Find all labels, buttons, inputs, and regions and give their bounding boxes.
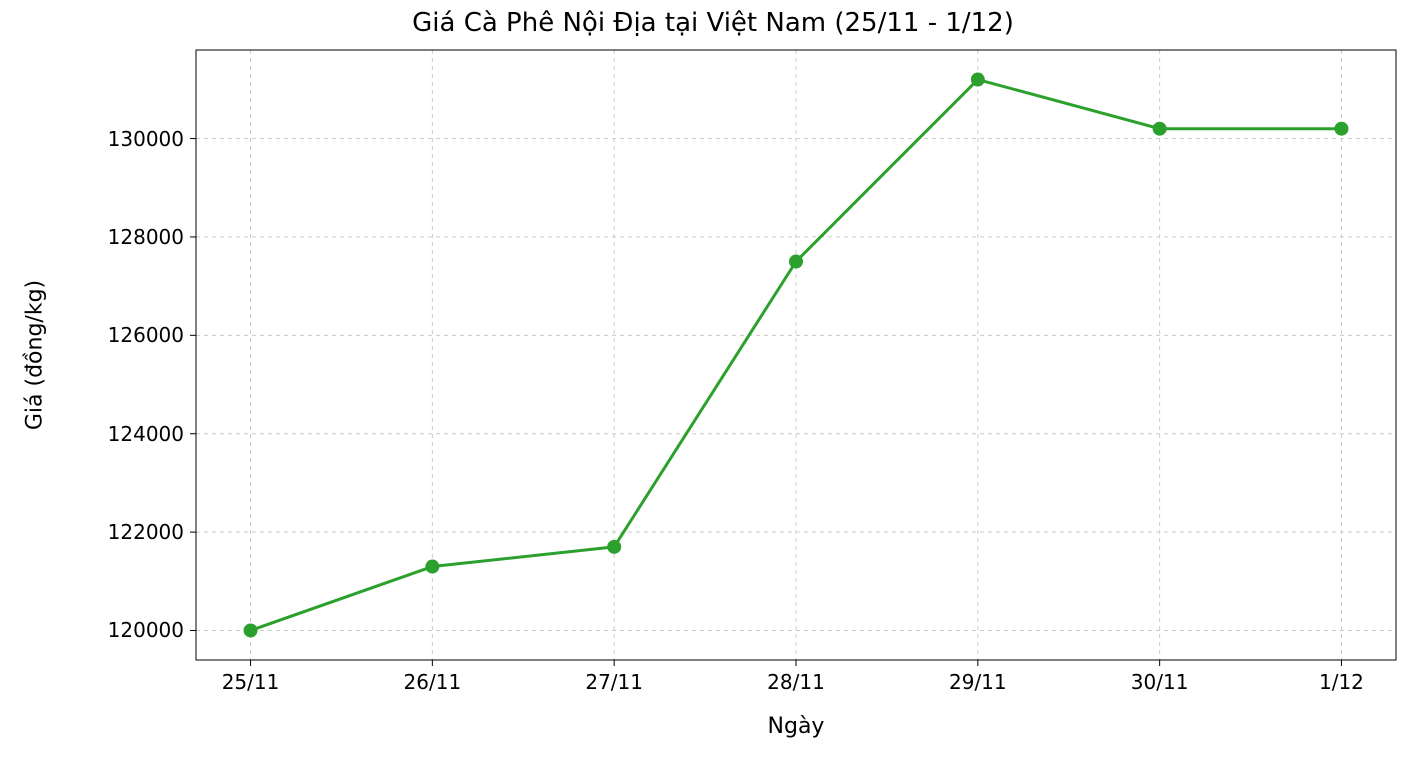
x-tick-label: 26/11 (404, 670, 462, 694)
y-tick-label: 130000 (108, 127, 184, 151)
line-chart: Giá Cà Phê Nội Địa tại Việt Nam (25/11 -… (0, 0, 1426, 764)
y-tick-label: 122000 (108, 520, 184, 544)
x-tick-label: 25/11 (222, 670, 280, 694)
y-tick-label: 128000 (108, 225, 184, 249)
chart-plot-area (0, 0, 1426, 764)
x-tick-label: 27/11 (585, 670, 643, 694)
x-tick-label: 30/11 (1131, 670, 1189, 694)
x-tick-label: 29/11 (949, 670, 1007, 694)
y-tick-label: 120000 (108, 618, 184, 642)
x-axis-label: Ngày (768, 714, 825, 739)
x-tick-label: 1/12 (1319, 670, 1364, 694)
y-axis-label: Giá (đồng/kg) (23, 280, 48, 430)
x-tick-label: 28/11 (767, 670, 825, 694)
y-tick-label: 126000 (108, 323, 184, 347)
y-tick-label: 124000 (108, 422, 184, 446)
